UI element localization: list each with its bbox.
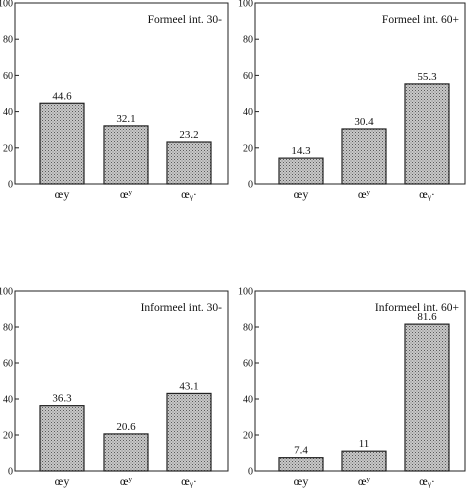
y-tick-label: 60 — [243, 359, 253, 370]
chart-informeel-60: 0 20 40 60 80 100 Informeel int. 60+ 7.4 œy 11 œʸ 8… — [238, 287, 466, 488]
chart-panel-formeel-60: 0 20 40 60 80 100 Formeel int. 60+ 14.3 œy 30.4 œʸ… — [235, 0, 470, 205]
x-category-label: œʸ — [358, 474, 371, 488]
y-tick-label: 80 — [243, 35, 253, 46]
data-label: 30.4 — [354, 116, 374, 128]
y-tick-label: 0 — [248, 467, 253, 478]
y-tick-label: 40 — [3, 107, 13, 118]
bar-formeel-60-0 — [278, 157, 324, 185]
chart-formeel-30: 0 20 40 60 80 100 Formeel int. 30- 44.6 œy 32.1 œʸ… — [0, 0, 229, 201]
chart-informeel-30: 0 20 40 60 80 100 Informeel int. 30- 36.3 œy 20.6… — [0, 287, 229, 488]
bar-formeel-30-2 — [166, 141, 212, 185]
y-tick-label: 0 — [248, 180, 253, 191]
y-tick-label: 40 — [243, 395, 253, 406]
y-tick-label: 80 — [243, 323, 253, 334]
data-label: 23.2 — [179, 129, 198, 141]
data-label: 36.3 — [52, 393, 72, 405]
y-tick-label: 0 — [8, 180, 13, 191]
panel-title: Informeel int. 60+ — [375, 302, 459, 314]
data-label: 32.1 — [116, 113, 135, 125]
bar-informeel-60-1 — [341, 450, 387, 472]
data-label: 11 — [359, 438, 370, 450]
chart-panel-informeel-60: 0 20 40 60 80 100 Informeel int. 60+ 7.4 œy 11 œʸ 8… — [235, 287, 470, 489]
x-category-label: œʸ — [120, 474, 133, 488]
y-tick-label: 40 — [243, 107, 253, 118]
data-label: 44.6 — [52, 90, 72, 102]
x-category-label: œᵧ· — [419, 474, 435, 488]
panel-title: Informeel int. 30- — [141, 302, 223, 314]
bar-informeel-30-1 — [103, 433, 149, 472]
bar-formeel-30-1 — [103, 125, 149, 185]
chart-formeel-60: 0 20 40 60 80 100 Formeel int. 60+ 14.3 œy 30.4 œʸ… — [238, 0, 466, 201]
panel-title: Formeel int. 30- — [148, 14, 223, 26]
y-tick-label: 20 — [3, 431, 13, 442]
x-category-label: œy — [294, 187, 309, 201]
x-category-label: œʸ — [358, 187, 371, 201]
x-category-label: œy — [55, 187, 70, 201]
y-tick-label: 100 — [238, 287, 253, 298]
x-category-label: œᵧ· — [181, 474, 197, 488]
y-tick-label: 100 — [0, 287, 13, 298]
y-tick-label: 60 — [3, 359, 13, 370]
y-tick-label: 20 — [3, 143, 13, 154]
x-category-label: œy — [55, 474, 70, 488]
y-tick-label: 80 — [3, 323, 13, 334]
bar-formeel-60-2 — [404, 83, 450, 185]
data-label: 14.3 — [291, 145, 311, 157]
bar-informeel-60-2 — [404, 323, 450, 472]
x-category-label: œʸ — [120, 187, 133, 201]
y-tick-label: 60 — [243, 71, 253, 82]
data-label: 7.4 — [294, 445, 308, 457]
x-category-label: œᵧ· — [419, 187, 435, 201]
chart-panel-formeel-30: 0 20 40 60 80 100 Formeel int. 30- 44.6 œy 32.1 œʸ… — [0, 0, 235, 205]
y-tick-label: 40 — [3, 395, 13, 406]
chart-panel-informeel-30: 0 20 40 60 80 100 Informeel int. 30- 36.3 œy 20.6… — [0, 287, 235, 489]
y-tick-label: 100 — [238, 0, 253, 10]
data-label: 81.6 — [417, 311, 437, 323]
y-tick-label: 80 — [3, 35, 13, 46]
data-label: 55.3 — [417, 71, 437, 83]
bar-informeel-30-0 — [39, 405, 85, 472]
y-tick-label: 20 — [243, 431, 253, 442]
y-tick-label: 60 — [3, 71, 13, 82]
y-tick-label: 100 — [0, 0, 13, 10]
x-category-label: œy — [294, 474, 309, 488]
data-label: 43.1 — [179, 380, 198, 392]
x-category-label: œᵧ· — [181, 187, 197, 201]
y-tick-label: 0 — [8, 467, 13, 478]
bar-informeel-60-0 — [278, 457, 324, 472]
bar-informeel-30-2 — [166, 392, 212, 472]
panel-title: Formeel int. 60+ — [382, 14, 459, 26]
bar-formeel-30-0 — [39, 102, 85, 185]
y-tick-label: 20 — [243, 143, 253, 154]
bar-formeel-60-1 — [341, 128, 387, 185]
data-label: 20.6 — [116, 421, 136, 433]
